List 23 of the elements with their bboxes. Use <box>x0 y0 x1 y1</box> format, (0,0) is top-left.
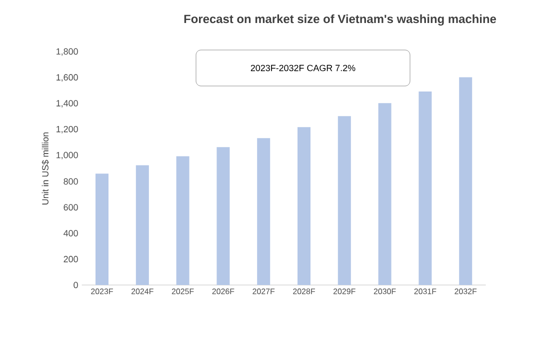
y-tick-label: 1,800 <box>56 48 78 56</box>
chart-title: Forecast on market size of Vietnam's washing machine <box>184 14 496 26</box>
y-tick-label: 1,400 <box>56 100 78 108</box>
bar <box>459 77 472 285</box>
bar <box>96 174 108 285</box>
y-tick-label: 400 <box>64 230 78 236</box>
y-tick-label: 1,600 <box>56 74 78 82</box>
bar <box>418 91 432 285</box>
y-tick-label: 0 <box>74 282 78 288</box>
bar <box>216 147 230 285</box>
bar <box>378 103 392 285</box>
y-tick-label: 200 <box>64 256 78 262</box>
bar <box>136 165 149 285</box>
y-tick-label: 600 <box>64 204 78 211</box>
y-tick-label: 800 <box>64 178 78 185</box>
annotation: 2023F-2032F CAGR 7.2% <box>250 64 356 72</box>
y-tick-label: 1,200 <box>56 126 78 134</box>
y-axis-title: Unit in US$ million <box>42 132 50 204</box>
bar <box>257 138 270 285</box>
y-tick-label: 1,000 <box>56 152 78 160</box>
bar <box>176 156 190 285</box>
bar <box>298 127 311 285</box>
bar <box>338 116 351 285</box>
